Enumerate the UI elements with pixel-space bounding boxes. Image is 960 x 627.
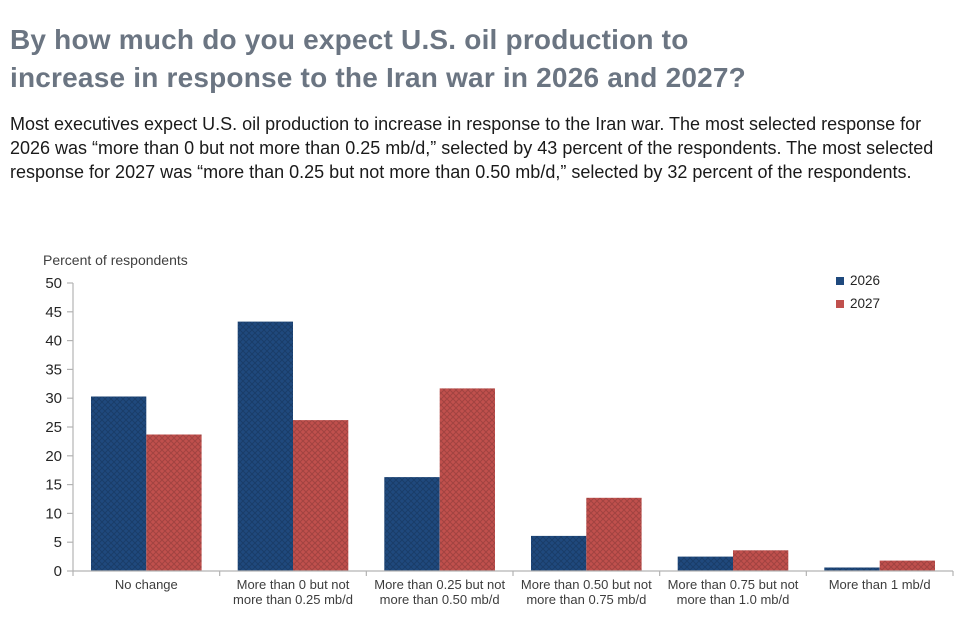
y-axis-tick-label: 15 [45,477,62,494]
page-title: By how much do you expect U.S. oil produ… [10,21,956,97]
bar-chart: Percent of respondents 0 5 10 15 20 25 30 35 40 4… [0,240,960,627]
y-axis-tick-label: 0 [54,563,62,580]
category-label-4: More than 0.75 but not more than 1.0 mb/… [667,577,799,607]
bar-2027-category-1 [293,420,349,571]
category-label-3: More than 0.50 but not more than 0.75 mb… [520,577,652,607]
bar-2026-category-5 [824,567,880,571]
legend-item-2027: 2027 [836,296,880,311]
bar-2026-category-3 [531,535,587,571]
page-title-line-1: By how much do you expect U.S. oil produ… [10,23,689,55]
bar-2027-category-4 [733,550,789,571]
bar-2027-category-5 [879,560,935,571]
y-axis-tick-label: 25 [45,419,62,436]
y-axis-tick-label: 40 [45,333,62,350]
bar-2026-category-4 [677,556,733,571]
legend-label: 2027 [850,296,881,311]
y-axis-tick-label: 5 [54,534,62,551]
category-label-2: More than 0.25 but not more than 0.50 mb… [374,577,506,607]
page-subtitle: Most executives expect U.S. oil producti… [10,114,934,182]
page-title-line-2: increase in response to the Iran war in … [10,61,746,93]
y-axis-tick-label: 50 [45,275,62,292]
legend-swatch-icon [836,299,844,308]
legend-swatch-icon [836,276,844,285]
bar-chart-svg: 0 5 10 15 20 25 30 35 40 45 50 [45,275,954,580]
legend-item-2026: 2026 [836,273,880,288]
category-label-1: More than 0 but not more than 0.25 mb/d [233,577,353,607]
bar-2026-category-0 [91,396,147,571]
y-axis-title: Percent of respondents [43,252,188,268]
bar-2026-category-1 [237,321,293,571]
bar-2027-category-0 [146,434,202,571]
y-axis-tick-label: 20 [45,448,62,465]
legend-label: 2026 [850,273,881,288]
category-label-5: More than 1 mb/d [828,577,931,592]
y-axis-tick-label: 45 [45,304,62,321]
bar-2026-category-2 [384,477,440,571]
y-axis-tick-label: 10 [45,505,62,522]
y-axis-tick-label: 30 [45,390,62,407]
category-label-0: No change [114,577,178,592]
bar-2027-category-3 [586,497,642,571]
bar-2027-category-2 [439,388,495,571]
y-axis-tick-label: 35 [45,361,62,378]
chart-legend: 2026 2027 [836,273,880,311]
